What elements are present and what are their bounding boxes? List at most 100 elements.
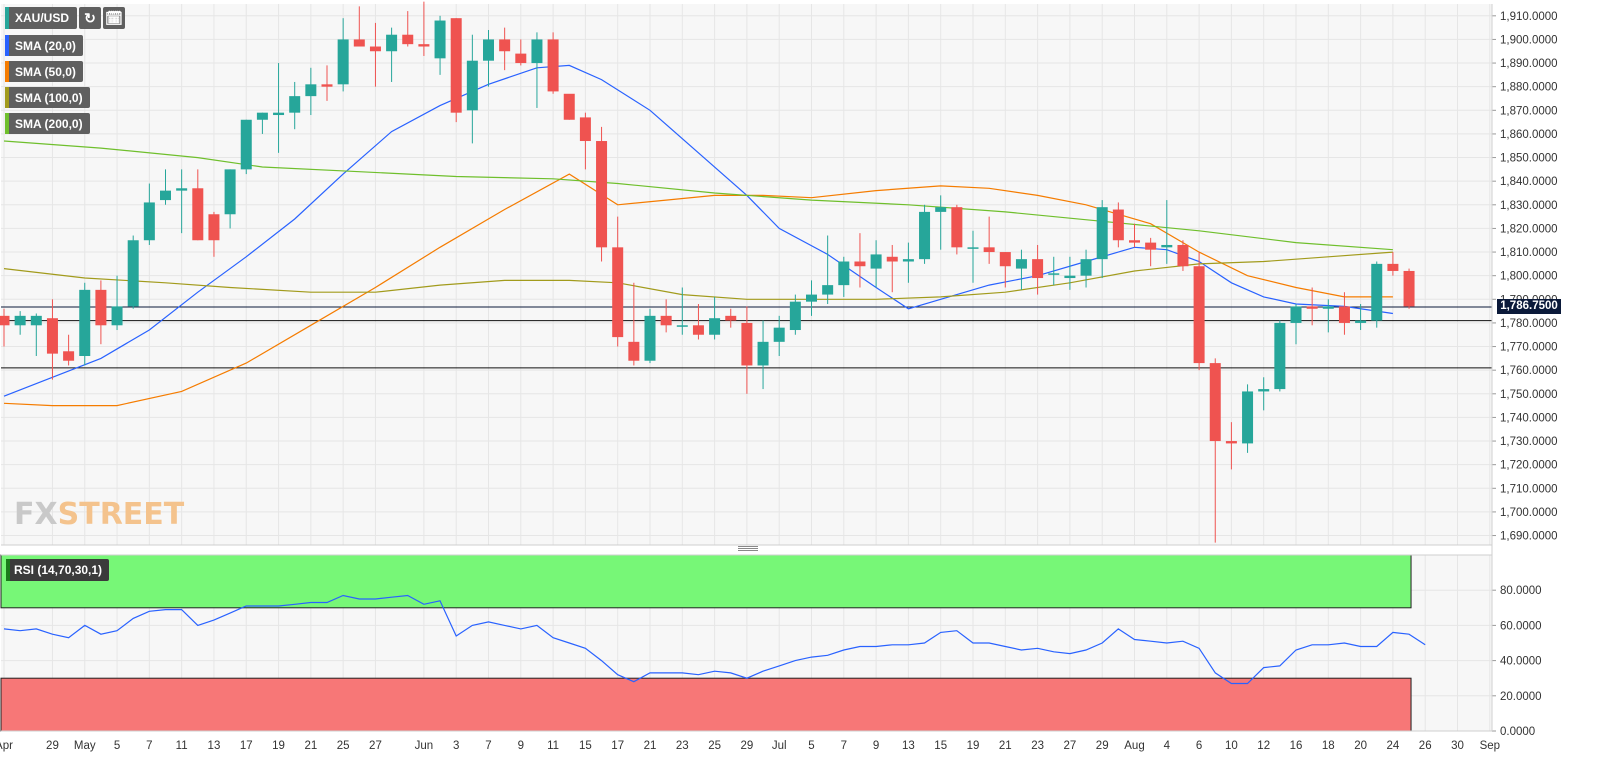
candle-body xyxy=(612,247,624,338)
x-tick-label: Jul xyxy=(772,740,787,752)
candle-body xyxy=(1322,306,1334,309)
candle-bullish xyxy=(434,15,446,75)
symbol-swatch xyxy=(5,7,9,29)
candle-bearish xyxy=(612,216,624,347)
candle-body xyxy=(902,259,914,262)
candle-body xyxy=(1242,391,1254,444)
legend-sma-20[interactable]: SMA (20,0) xyxy=(5,35,83,56)
x-tick-label: 29 xyxy=(1096,740,1109,752)
x-tick-label: Sep xyxy=(1480,740,1500,752)
candle-bearish xyxy=(725,308,737,328)
candle-bearish xyxy=(515,39,527,66)
y-tick-label: 1,750.0000 xyxy=(1500,389,1558,401)
candle-body xyxy=(353,39,365,47)
candle-bullish xyxy=(305,67,317,116)
candle-bearish xyxy=(1209,358,1221,543)
chart-toolbar: XAU/USD ↻ 🗓 xyxy=(5,7,126,29)
y-tick-label: 1,880.0000 xyxy=(1500,82,1558,94)
refresh-icon[interactable]: ↻ xyxy=(79,7,102,29)
candle-bullish xyxy=(143,183,155,245)
candle-body xyxy=(240,119,252,170)
candle-bearish xyxy=(1177,240,1189,271)
candle-bearish xyxy=(1145,237,1157,267)
x-tick-label: 17 xyxy=(611,740,624,752)
candle-body xyxy=(515,53,527,64)
legend-sma-50[interactable]: SMA (50,0) xyxy=(5,61,83,82)
x-tick-label: 10 xyxy=(1225,740,1238,752)
candle-body xyxy=(1129,240,1140,243)
candle-bullish xyxy=(14,311,26,335)
panel-splitter-handle[interactable] xyxy=(738,546,758,552)
candle-bullish xyxy=(160,169,171,205)
y-tick-label: 1,690.0000 xyxy=(1500,531,1558,543)
candle-body xyxy=(1096,207,1108,260)
legend-sma-100[interactable]: SMA (100,0) xyxy=(5,87,90,108)
candle-bullish xyxy=(1371,261,1383,328)
candle-body xyxy=(30,315,42,326)
candle-body xyxy=(789,301,801,331)
candle-body xyxy=(919,211,931,260)
x-tick-label: 20 xyxy=(1354,740,1367,752)
candle-body xyxy=(628,341,640,361)
x-tick-label: 30 xyxy=(1451,740,1464,752)
last-price-label: 1,786.7500 xyxy=(1497,299,1561,315)
candle-body xyxy=(434,20,446,59)
legend-label: RSI (14,70,30,1) xyxy=(14,563,103,577)
candle-bullish xyxy=(289,81,301,130)
candle-body xyxy=(79,289,91,357)
candle-bullish xyxy=(902,242,914,283)
candle-bullish xyxy=(1015,249,1027,290)
candle-bullish xyxy=(773,315,785,357)
candle-body xyxy=(1387,263,1399,271)
x-tick-label: 21 xyxy=(999,740,1012,752)
candle-body xyxy=(644,315,656,361)
x-tick-label: 12 xyxy=(1257,740,1270,752)
rsi-tick-label: 60.0000 xyxy=(1500,620,1542,632)
y-tick-label: 1,800.0000 xyxy=(1500,271,1558,283)
x-tick-label: 19 xyxy=(272,740,285,752)
candle-body xyxy=(321,84,333,87)
candle-bullish xyxy=(676,287,688,335)
axes: 1,910.0000 1,900.0000 1,890.0000 1,880.0000… xyxy=(0,11,1558,752)
x-tick-label: 11 xyxy=(176,740,188,752)
y-tick-label: 1,780.0000 xyxy=(1500,318,1558,330)
y-tick-label: 1,740.0000 xyxy=(1500,412,1558,424)
candle-body xyxy=(1371,263,1383,321)
x-tick-label: 3 xyxy=(453,740,459,752)
x-tick-label: 5 xyxy=(808,740,814,752)
candle-body xyxy=(1274,322,1286,390)
candles xyxy=(0,1,1415,543)
candle-body xyxy=(95,289,107,326)
candle-bearish xyxy=(1193,252,1205,371)
candle-body xyxy=(854,261,866,267)
candle-body xyxy=(369,46,381,52)
rsi-tick-label: 20.0000 xyxy=(1500,691,1542,703)
candle-body xyxy=(224,169,236,215)
candle-bearish xyxy=(192,169,204,241)
candle-bullish xyxy=(1161,200,1173,264)
calendar-icon[interactable]: 🗓 xyxy=(103,7,126,29)
candle-body xyxy=(63,351,75,361)
candle-body xyxy=(1080,259,1092,276)
legend-rsi[interactable]: RSI (14,70,30,1) xyxy=(6,559,110,581)
legend-swatch xyxy=(5,61,9,82)
candle-body xyxy=(1338,306,1350,323)
candle-body xyxy=(46,318,58,354)
candle-bullish xyxy=(176,169,188,234)
rsi-band xyxy=(0,554,1412,609)
candle-bearish xyxy=(1129,223,1140,248)
legend-sma-200[interactable]: SMA (200,0) xyxy=(5,113,90,134)
candle-bullish xyxy=(709,296,721,340)
candle-body xyxy=(111,306,123,326)
symbol-badge[interactable]: XAU/USD xyxy=(5,7,78,29)
logo-street: STREET xyxy=(57,497,185,532)
candle-body xyxy=(402,34,414,45)
x-tick-label: 15 xyxy=(934,740,947,752)
y-tick-label: 1,840.0000 xyxy=(1500,176,1558,188)
candle-bearish xyxy=(999,252,1011,288)
candle-body xyxy=(935,207,947,212)
x-tick-label: Aug xyxy=(1124,740,1144,752)
candle-body xyxy=(579,117,591,142)
